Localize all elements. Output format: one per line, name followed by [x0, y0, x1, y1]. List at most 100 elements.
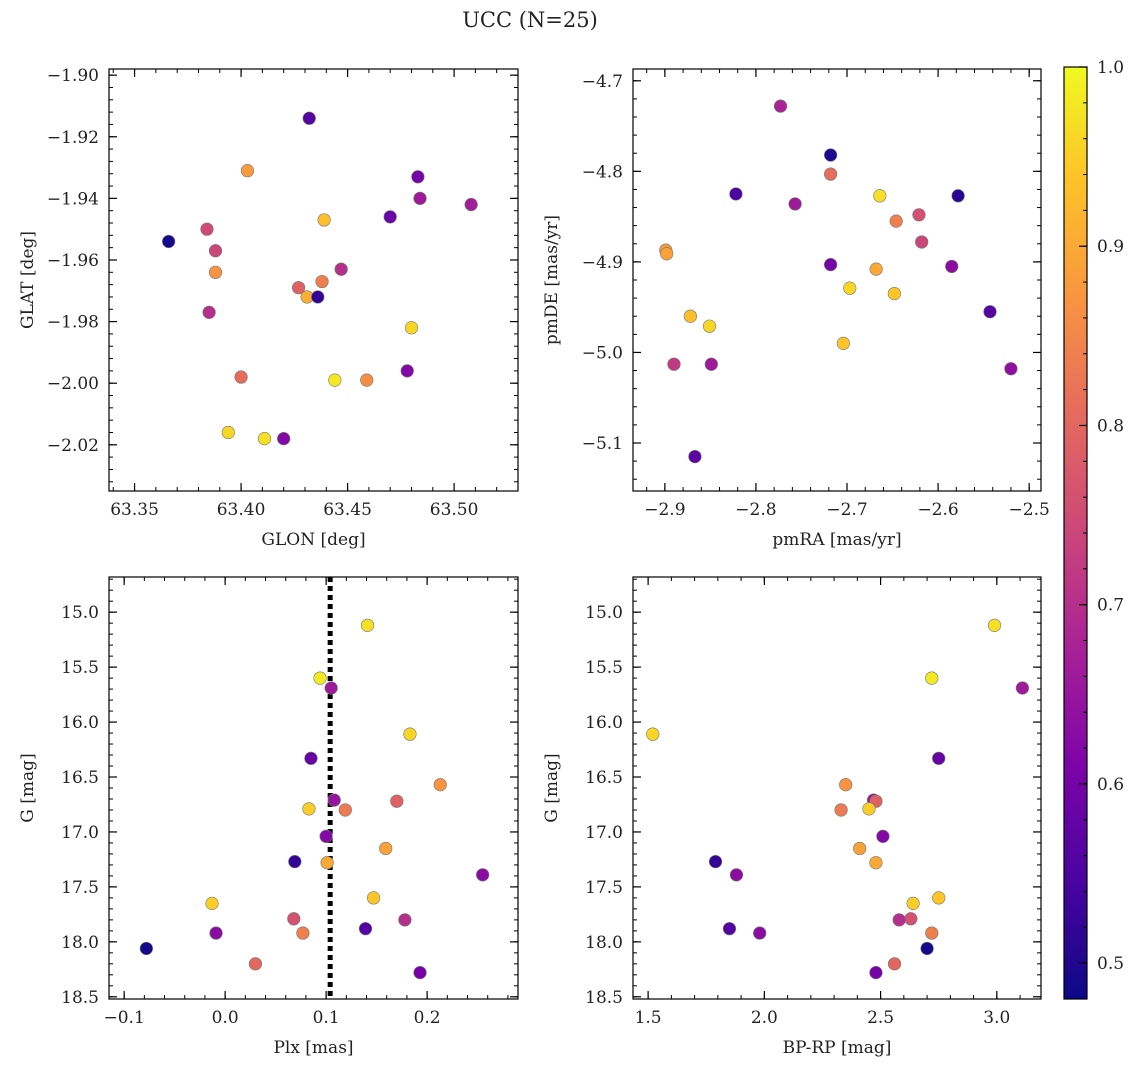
- data-point: [248, 957, 263, 971]
- x-tick-label: −2.6: [917, 500, 958, 520]
- figure-title: UCC (N=25): [462, 8, 598, 32]
- colorbar-tick-label: 0.7: [1097, 596, 1124, 616]
- data-point: [162, 234, 176, 249]
- y-tick-label: −1.92: [47, 128, 99, 148]
- x-tick-label: 63.40: [217, 500, 266, 520]
- data-point: [205, 896, 219, 910]
- data-point: [753, 926, 767, 940]
- y-tick-label: −1.94: [47, 189, 99, 209]
- data-point: [287, 912, 301, 926]
- data-point: [1004, 362, 1018, 376]
- data-point: [360, 373, 374, 387]
- y-tick-label: −1.96: [47, 251, 99, 271]
- data-point: [688, 449, 702, 464]
- x-tick-label: −0.1: [104, 1008, 145, 1028]
- y-axis-label: GLAT [deg]: [18, 231, 38, 329]
- colorbar-tick-label: 0.8: [1097, 416, 1124, 436]
- data-point: [869, 966, 883, 980]
- data-point: [843, 281, 857, 295]
- x-tick-label: 63.50: [430, 500, 479, 520]
- data-point: [667, 357, 681, 371]
- y-tick-label: 17.5: [585, 878, 623, 898]
- data-point: [824, 258, 838, 272]
- x-tick-label: 3.0: [983, 1008, 1010, 1028]
- data-point: [317, 213, 331, 227]
- data-point: [906, 896, 920, 910]
- x-tick-label: 0.1: [313, 1008, 340, 1028]
- y-tick-label: 17.0: [585, 823, 623, 843]
- data-point: [311, 290, 325, 304]
- data-point: [277, 432, 291, 446]
- y-tick-label: −1.98: [47, 313, 99, 333]
- data-point: [853, 841, 867, 856]
- y-tick-label: 17.0: [61, 823, 99, 843]
- data-point: [411, 170, 425, 184]
- y-tick-label: −5.0: [582, 343, 623, 363]
- data-point: [464, 197, 478, 212]
- data-point: [912, 208, 926, 222]
- data-point: [722, 922, 737, 936]
- data-point: [932, 891, 946, 905]
- data-point: [315, 274, 329, 289]
- scatter-panel-2: −2.9 −2.8 −2.7 −2.6 −2.5 −5.1 −5.0 −4.9 −4.8 −4.7…: [542, 68, 1050, 550]
- data-point: [390, 794, 404, 808]
- data-point: [288, 855, 302, 869]
- data-point: [915, 235, 929, 249]
- data-point: [400, 364, 414, 378]
- data-point: [824, 167, 838, 181]
- data-point: [403, 727, 417, 741]
- data-point: [319, 829, 333, 843]
- data-point: [702, 319, 717, 333]
- x-tick-label: 63.35: [110, 500, 159, 520]
- data-point: [313, 671, 327, 685]
- y-tick-label: 18.0: [585, 933, 623, 953]
- data-point: [304, 751, 318, 765]
- x-axis-label: GLON [deg]: [261, 530, 365, 550]
- axes-frame: [108, 68, 519, 492]
- y-tick-label: 15.0: [61, 603, 99, 623]
- axes-frame: [108, 576, 519, 1000]
- y-tick-label: 15.0: [585, 603, 623, 623]
- data-point: [773, 99, 788, 113]
- data-point: [413, 966, 427, 980]
- y-tick-label: 18.5: [585, 988, 623, 1008]
- data-point: [404, 321, 419, 335]
- data-point: [476, 868, 490, 882]
- data-point: [889, 214, 903, 228]
- data-point: [862, 802, 876, 816]
- colorbar-tick-label: 0.5: [1097, 954, 1124, 974]
- y-tick-label: 16.5: [61, 768, 99, 788]
- data-point: [240, 164, 255, 178]
- data-point: [1015, 681, 1030, 695]
- data-point: [729, 187, 743, 201]
- x-axis-label: pmRA [mas/yr]: [772, 530, 901, 550]
- y-tick-label: 15.5: [585, 658, 623, 678]
- colorbar-tick-label: 1.0: [1097, 58, 1124, 78]
- data-point: [327, 793, 341, 807]
- data-point: [257, 432, 272, 446]
- x-tick-label: −2.9: [644, 500, 685, 520]
- data-point: [320, 856, 334, 870]
- y-tick-label: −1.90: [47, 66, 99, 86]
- y-tick-label: −2.00: [47, 374, 99, 394]
- scatter-panel-3: −0.1 0.0 0.1 0.2 15.0 15.5 16.0 16.5 17.0 17.5 18.…: [18, 576, 519, 1058]
- data-point: [869, 856, 883, 870]
- x-axis-label: Plx [mas]: [273, 1038, 353, 1058]
- data-point: [660, 247, 674, 261]
- data-point: [334, 262, 348, 276]
- y-tick-label: −4.9: [582, 253, 623, 273]
- y-axis-label: G [mag]: [18, 753, 38, 822]
- x-axis-label: BP-RP [mag]: [783, 1038, 892, 1058]
- y-tick-label: 16.0: [585, 713, 623, 733]
- colorbar-tick-label: 0.9: [1097, 237, 1124, 257]
- y-tick-label: 17.5: [61, 878, 99, 898]
- data-point: [139, 941, 153, 956]
- data-point: [983, 305, 997, 319]
- scatter-panel-4: 1.5 2.0 2.5 3.0 15.0 15.5 16.0 16.5 17.0 17.5 18.0…: [542, 576, 1042, 1058]
- data-point: [383, 210, 397, 224]
- data-point: [202, 305, 216, 319]
- x-tick-label: 0.0: [212, 1008, 239, 1028]
- data-point: [836, 336, 850, 350]
- data-point: [945, 259, 959, 274]
- colorbar-tick-label: 0.6: [1097, 775, 1124, 795]
